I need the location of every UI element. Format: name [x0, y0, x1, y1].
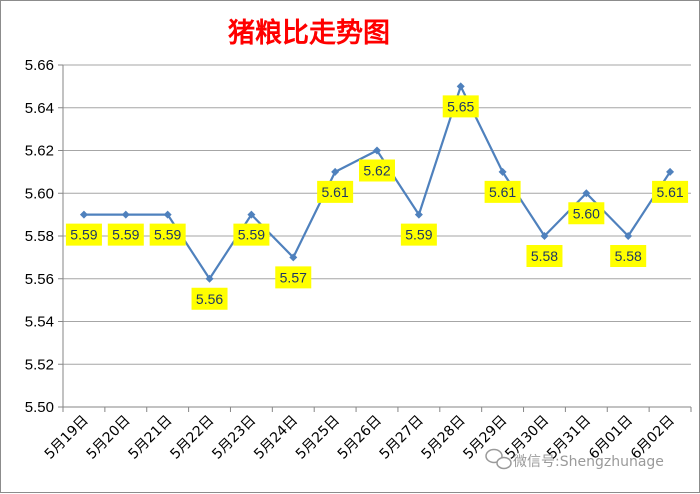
- y-tick-label: 5.50: [25, 399, 54, 416]
- data-label-bg: [275, 266, 312, 289]
- data-label-bg: [484, 180, 521, 203]
- data-label: 5.57: [275, 266, 312, 289]
- data-label-text: 5.59: [238, 227, 265, 243]
- data-label-bg: [526, 245, 563, 267]
- data-point: [666, 167, 675, 176]
- x-tick-label: 5月26日: [335, 413, 385, 463]
- x-tick-label: 5月28日: [419, 413, 469, 463]
- data-label-bg: [107, 223, 144, 246]
- data-label: 5.59: [149, 223, 186, 246]
- data-label-bg: [149, 223, 186, 246]
- data-label: 5.61: [317, 180, 354, 203]
- data-label: 5.59: [65, 223, 102, 246]
- data-label-text: 5.58: [531, 248, 558, 264]
- x-tick-label: 5月21日: [125, 413, 175, 463]
- y-tick-label: 5.60: [25, 185, 54, 202]
- data-point: [456, 82, 465, 91]
- data-point: [289, 253, 298, 262]
- data-point: [498, 167, 507, 176]
- data-point: [414, 210, 423, 219]
- data-label: 5.61: [652, 180, 689, 203]
- data-point: [121, 210, 130, 219]
- data-label-bg: [191, 287, 228, 310]
- x-tick-label: 5月27日: [377, 413, 427, 463]
- data-label-bg: [233, 223, 270, 246]
- data-label: 5.58: [526, 245, 563, 267]
- y-tick-label: 5.58: [25, 228, 54, 245]
- x-tick-label: 5月20日: [84, 413, 134, 463]
- data-label-text: 5.59: [405, 227, 432, 243]
- data-point: [582, 189, 591, 198]
- data-point: [624, 232, 633, 240]
- watermark-text: 微信号:Shengzhunage: [513, 454, 664, 470]
- data-label: 5.60: [568, 202, 605, 225]
- data-point: [331, 167, 340, 176]
- data-label-bg: [359, 159, 395, 182]
- y-tick-label: 5.62: [25, 143, 54, 160]
- wechat-icon: [485, 448, 512, 470]
- x-tick-label: 5月23日: [209, 413, 259, 463]
- data-label-bg: [568, 202, 605, 225]
- data-point: [373, 146, 381, 155]
- data-label: 5.58: [610, 245, 647, 267]
- data-label-text: 5.60: [573, 205, 600, 221]
- data-label: 5.56: [191, 287, 228, 310]
- x-tick-label: 5月22日: [167, 413, 217, 463]
- data-label-text: 5.61: [489, 184, 516, 200]
- data-label: 5.65: [442, 95, 479, 118]
- data-label: 5.59: [107, 223, 144, 246]
- data-point: [79, 210, 88, 219]
- data-label-bg: [442, 95, 479, 118]
- data-label-text: 5.65: [447, 98, 474, 114]
- data-label: 5.59: [400, 223, 437, 246]
- y-tick-label: 5.52: [25, 356, 54, 373]
- data-label-bg: [317, 180, 354, 203]
- data-label-text: 5.58: [615, 248, 642, 264]
- chart-title: 猪粮比走势图: [228, 17, 390, 49]
- data-label-text: 5.59: [112, 227, 139, 243]
- data-point: [247, 210, 256, 219]
- data-label-bg: [610, 245, 647, 267]
- data-label: 5.61: [484, 180, 521, 203]
- data-label-text: 5.61: [322, 184, 349, 200]
- data-label-bg: [652, 180, 689, 203]
- data-point: [205, 274, 214, 283]
- data-label: 5.59: [233, 223, 270, 246]
- y-tick-label: 5.56: [25, 271, 54, 288]
- data-point: [540, 232, 549, 240]
- data-label-text: 5.57: [280, 269, 307, 285]
- y-tick-label: 5.64: [25, 100, 54, 117]
- data-point: [163, 210, 172, 219]
- data-label-bg: [65, 223, 102, 246]
- x-tick-label: 5月19日: [42, 413, 92, 463]
- data-label-text: 5.62: [363, 163, 390, 179]
- data-label-text: 5.61: [656, 184, 683, 200]
- series-line: [83, 85, 671, 280]
- data-label: 5.62: [359, 159, 395, 182]
- data-label-text: 5.59: [70, 227, 97, 243]
- data-label-text: 5.59: [154, 227, 181, 243]
- x-tick-label: 5月25日: [293, 413, 343, 463]
- data-label-text: 5.56: [196, 291, 223, 307]
- y-tick-label: 5.54: [25, 314, 54, 331]
- data-label-bg: [400, 223, 437, 246]
- y-tick-label: 5.66: [25, 57, 54, 74]
- x-tick-label: 5月24日: [251, 413, 301, 463]
- watermark: 微信号:Shengzhunage: [485, 448, 664, 470]
